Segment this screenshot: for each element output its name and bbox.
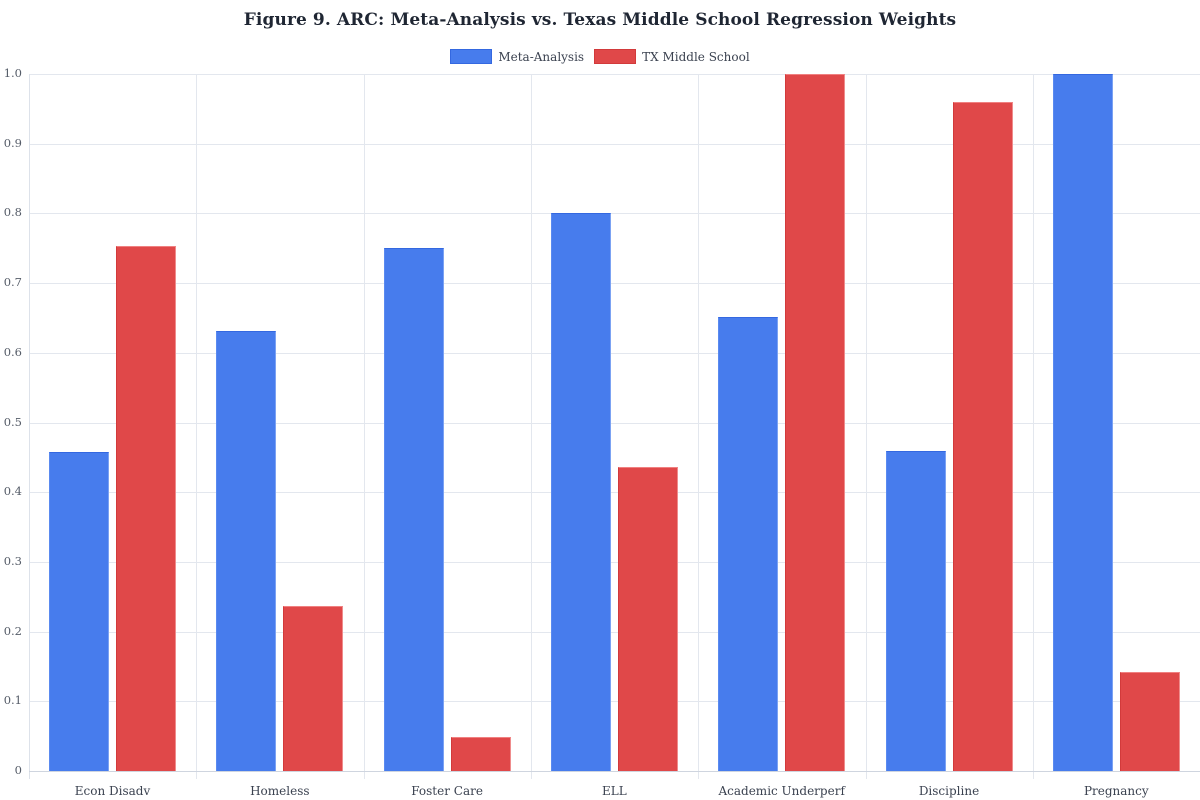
chart-title: Figure 9. ARC: Meta-Analysis vs. Texas M… xyxy=(243,10,957,30)
bar-meta-analysis-ell[interactable] xyxy=(550,213,611,771)
y-tick-label: 0.6 xyxy=(3,344,22,359)
x-axis-line xyxy=(29,771,1200,772)
gridline-horizontal xyxy=(29,143,1200,145)
bar-tx-middle-school-discipline[interactable] xyxy=(952,101,1013,771)
bar-tx-middle-school-foster-care[interactable] xyxy=(450,736,511,771)
legend-item-tx-middle-school[interactable]: TX Middle School xyxy=(594,49,750,64)
bar-meta-analysis-homeless[interactable] xyxy=(216,331,277,771)
y-tick-label: 0.8 xyxy=(3,205,22,220)
gridline-horizontal xyxy=(29,561,1200,563)
gridline-vertical xyxy=(698,74,700,779)
legend: Meta-Analysis TX Middle School xyxy=(0,49,1200,64)
plot-area xyxy=(29,74,1200,779)
bar-meta-analysis-pregnancy[interactable] xyxy=(1052,74,1113,771)
gridline-vertical xyxy=(196,74,198,779)
x-tick-label: ELL xyxy=(602,784,627,798)
legend-swatch-tx-middle-school xyxy=(594,49,637,64)
gridline-horizontal xyxy=(29,283,1200,285)
x-tick-label: Discipline xyxy=(918,784,980,798)
gridline-horizontal xyxy=(29,701,1200,703)
legend-label: TX Middle School xyxy=(642,49,750,64)
y-tick-label: 0.3 xyxy=(3,553,22,568)
legend-swatch-meta-analysis xyxy=(450,49,493,64)
y-tick-label: 1.0 xyxy=(3,66,22,80)
x-tick-label: Academic Underperf xyxy=(718,784,845,798)
y-tick-label: 0.5 xyxy=(3,414,22,429)
x-tick-label: Pregnancy xyxy=(1083,784,1149,798)
bar-tx-middle-school-ell[interactable] xyxy=(617,467,678,771)
x-tick-label: Econ Disadv xyxy=(74,784,151,798)
y-tick-label: 0.7 xyxy=(3,275,22,290)
bar-tx-middle-school-econ-disadv[interactable] xyxy=(116,246,176,771)
y-tick-label: 0.9 xyxy=(3,135,22,150)
bar-meta-analysis-foster-care[interactable] xyxy=(383,248,444,771)
gridline-vertical xyxy=(530,74,532,779)
x-tick-label: Homeless xyxy=(250,784,310,798)
y-tick-label: 0 xyxy=(14,763,22,777)
y-axis-line xyxy=(29,74,30,779)
gridline-horizontal xyxy=(29,74,1200,75)
bar-meta-analysis-econ-disadv[interactable] xyxy=(49,451,109,771)
bar-tx-middle-school-homeless[interactable] xyxy=(283,605,344,771)
gridline-horizontal xyxy=(29,422,1200,424)
bar-tx-middle-school-academic-underperf[interactable] xyxy=(785,74,846,771)
y-tick-label: 0.1 xyxy=(3,693,22,708)
gridline-horizontal xyxy=(29,631,1200,633)
gridline-vertical xyxy=(363,74,365,779)
bar-tx-middle-school-pregnancy[interactable] xyxy=(1119,672,1180,771)
x-tick-label: Foster Care xyxy=(411,784,483,798)
legend-item-meta-analysis[interactable]: Meta-Analysis xyxy=(450,49,584,64)
gridline-horizontal xyxy=(29,492,1200,494)
gridline-vertical xyxy=(1032,74,1034,779)
gridline-horizontal xyxy=(29,352,1200,354)
gridline-vertical xyxy=(865,74,867,779)
y-tick-label: 0.2 xyxy=(3,623,22,638)
bar-meta-analysis-discipline[interactable] xyxy=(885,451,946,771)
y-tick-label: 0.4 xyxy=(3,484,22,499)
bar-meta-analysis-academic-underperf[interactable] xyxy=(718,317,779,771)
legend-label: Meta-Analysis xyxy=(498,49,585,64)
gridline-horizontal xyxy=(29,213,1200,215)
